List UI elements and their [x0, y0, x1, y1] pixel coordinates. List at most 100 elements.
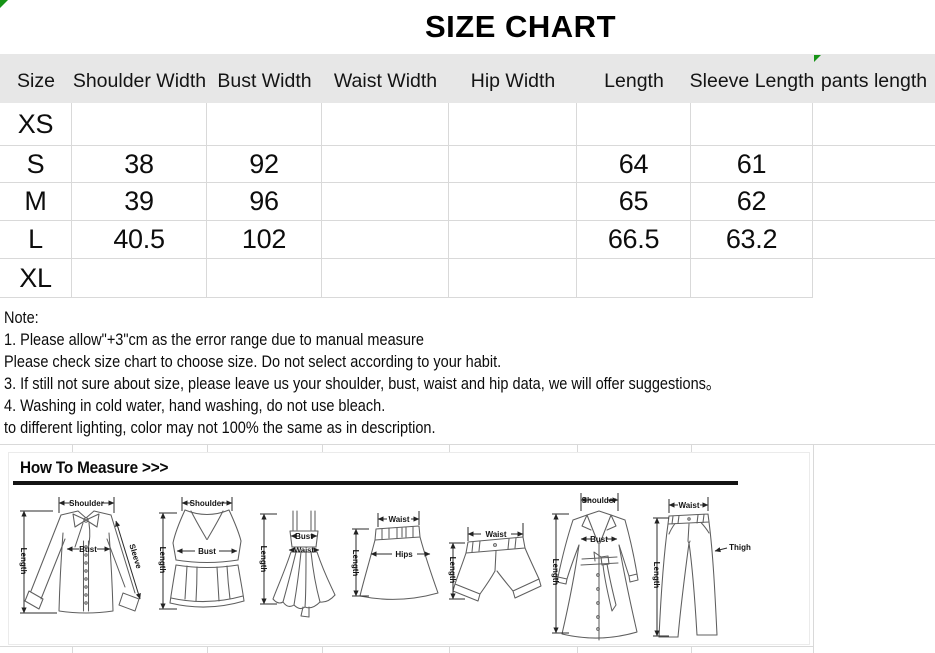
page-title: SIZE CHART: [425, 9, 616, 44]
cell: [813, 146, 935, 183]
cell: 102: [207, 221, 322, 259]
blouse-drawing: Shoulder Bust Length: [19, 497, 144, 614]
cell: [577, 259, 691, 298]
length-label: Length: [448, 557, 457, 584]
cell-error-indicator-icon: [814, 55, 821, 62]
notes-block: Note: 1. Please allow"+3"cm as the error…: [4, 307, 814, 439]
note-line: to different lighting, color may not 100…: [4, 419, 436, 437]
cell: [322, 103, 449, 146]
column-header-length: Length: [604, 69, 664, 92]
cell: 40.5: [72, 221, 207, 259]
column-header-bust-width: Bust Width: [217, 69, 312, 92]
cell: 96: [207, 183, 322, 221]
column-header-size: Size: [17, 69, 55, 92]
cell-s-size: S: [0, 146, 72, 183]
gridline: [577, 646, 578, 653]
cell: [449, 221, 577, 259]
length-label: Length: [652, 562, 661, 589]
shoulder-label: Shoulder: [69, 499, 104, 508]
cell: [813, 221, 935, 259]
gridline: [449, 444, 450, 452]
cell: 92: [207, 146, 322, 183]
bust-label: Bust: [295, 532, 313, 541]
length-label: Length: [158, 547, 167, 574]
cell: [72, 103, 207, 146]
hips-label: Hips: [395, 550, 413, 559]
title-row: SIZE CHART: [0, 0, 935, 54]
cell: [72, 259, 207, 298]
cell: [207, 103, 322, 146]
cell: [449, 103, 577, 146]
shorts-drawing: Waist Length: [448, 523, 542, 602]
dress-drawing: Bust Waist Length: [259, 510, 336, 618]
column-header-waist-width: Waist Width: [333, 69, 438, 92]
length-label: Length: [351, 550, 360, 577]
pants-drawing: Waist Thigh Length: [652, 497, 751, 638]
length-label: Length: [551, 559, 560, 586]
cell: [449, 183, 577, 221]
column-header-hip-width: Hip Width: [470, 69, 556, 92]
waist-label: Waist: [678, 501, 699, 510]
coat-drawing: Shoulder Bust: [551, 493, 639, 641]
cell-error-indicator-icon: [0, 0, 8, 8]
length-label: Length: [259, 546, 268, 573]
cell: [207, 259, 322, 298]
cell-m-size: M: [0, 183, 72, 221]
note-line: 4. Washing in cold water, hand washing, …: [4, 397, 386, 415]
cell: [322, 146, 449, 183]
bust-label: Bust: [198, 547, 216, 556]
cell: [449, 146, 577, 183]
note-line: Please check size chart to choose size. …: [4, 353, 502, 371]
measure-heading: How To Measure >>>: [20, 458, 169, 477]
gridline: [577, 444, 578, 452]
table-header-row: Size Shoulder Width Bust Width Waist Wid…: [0, 54, 935, 103]
gridline: [0, 646, 814, 647]
cell: [577, 103, 691, 146]
cell: 39: [72, 183, 207, 221]
column-header-pants-length: pants length: [820, 69, 928, 92]
waist-label: Waist: [388, 515, 409, 524]
gridline: [691, 444, 692, 452]
cell-xl-size: XL: [0, 259, 72, 298]
gridline: [72, 444, 73, 452]
cell: [691, 103, 813, 146]
cell: 66.5: [577, 221, 691, 259]
bust-label: Bust: [79, 545, 97, 554]
gridline: [207, 646, 208, 653]
note-line: 3. If still not sure about size, please …: [4, 375, 721, 393]
cell-xs-size: XS: [0, 103, 72, 146]
cell: [691, 259, 813, 298]
measure-diagram: Shoulder Bust Length: [19, 493, 751, 641]
cell: 65: [577, 183, 691, 221]
cell: [813, 183, 935, 221]
length-label: Length: [19, 548, 28, 575]
gridline: [207, 444, 208, 452]
cell: 61: [691, 146, 813, 183]
notes-title: Note:: [4, 309, 39, 327]
shoulder-label: Shoulder: [190, 499, 225, 508]
note-line: 1. Please allow"+3"cm as the error range…: [4, 331, 424, 349]
gridline: [0, 444, 935, 445]
tank-top-drawing: Shoulder Bust Length: [158, 497, 245, 610]
cell: [322, 183, 449, 221]
gridline: [449, 646, 450, 653]
waist-label: Waist: [485, 530, 506, 539]
column-header-sleeve-length: Sleeve Length: [689, 69, 815, 92]
gridline: [691, 646, 692, 653]
cell: 63.2: [691, 221, 813, 259]
gridline: [813, 444, 814, 653]
skirt-drawing: Waist Hips Length: [351, 511, 439, 600]
gridline: [322, 444, 323, 452]
how-to-measure-image: How To Measure >>> Shoulder: [8, 452, 810, 645]
bust-label: Bust: [590, 535, 608, 544]
cell: [322, 259, 449, 298]
shoulder-label: Shoulder: [582, 496, 617, 505]
column-header-shoulder-width: Shoulder Width: [72, 69, 207, 92]
cell: 64: [577, 146, 691, 183]
cell: [449, 259, 577, 298]
waist-label: Waist: [294, 546, 314, 555]
cell: [813, 103, 935, 146]
cell: 38: [72, 146, 207, 183]
cell: 62: [691, 183, 813, 221]
